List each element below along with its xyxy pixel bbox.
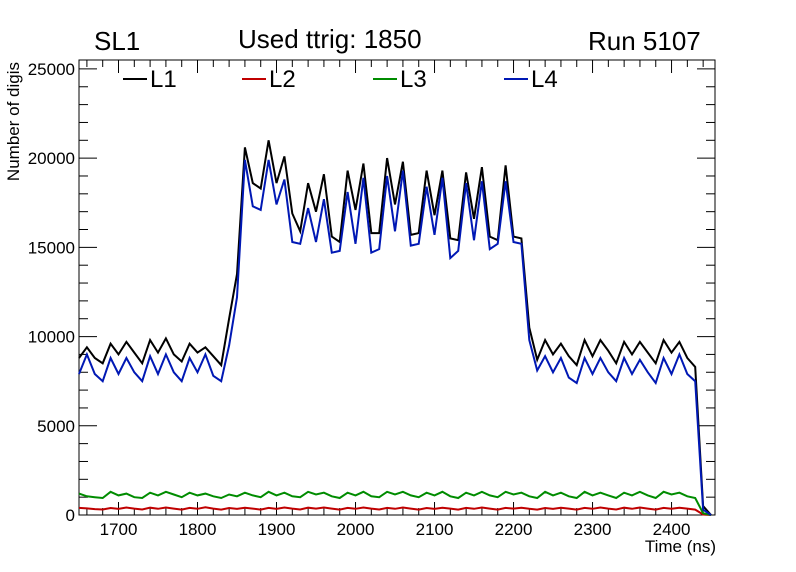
legend-label-l4: L4 <box>531 66 558 93</box>
x-axis-label: Time (ns) <box>645 537 716 556</box>
header-run: Run 5107 <box>588 26 701 56</box>
y-tick-label: 10000 <box>28 328 75 347</box>
tick-labels: 0 5000 10000 15000 20000 25000 1700 1800 1900 200… <box>28 60 691 539</box>
y-tick-label: 5000 <box>37 417 75 436</box>
x-tick-label: 2200 <box>495 520 533 539</box>
series-line-l3 <box>78 490 712 516</box>
x-tick-label: 2300 <box>574 520 612 539</box>
y-tick-label: 25000 <box>28 60 75 79</box>
series-line-l4 <box>78 159 712 516</box>
x-tick-label: 1800 <box>179 520 217 539</box>
series-layer <box>78 140 712 516</box>
y-tick-label: 20000 <box>28 149 75 168</box>
header-ttrig: Used ttrig: 1850 <box>238 24 422 54</box>
x-tick-label: 2000 <box>337 520 375 539</box>
x-tick-label: 1900 <box>258 520 296 539</box>
legend-label-l1: L1 <box>150 66 177 93</box>
x-tick-label: 1700 <box>100 520 138 539</box>
y-tick-label: 15000 <box>28 238 75 257</box>
series-line-l1 <box>78 140 712 516</box>
plot-frame <box>78 59 716 516</box>
legend-label-l3: L3 <box>400 66 427 93</box>
y-axis-label: Number of digis <box>4 62 23 181</box>
y-tick-label: 0 <box>66 506 75 525</box>
header-superlayer: SL1 <box>94 26 141 56</box>
x-tick-label: 2100 <box>416 520 454 539</box>
series-line-l2 <box>78 506 712 516</box>
legend: L1 L2 L3 L4 <box>123 66 558 93</box>
legend-label-l2: L2 <box>269 66 296 93</box>
axis-ticks <box>79 60 715 516</box>
x-tick-label: 2400 <box>653 520 691 539</box>
